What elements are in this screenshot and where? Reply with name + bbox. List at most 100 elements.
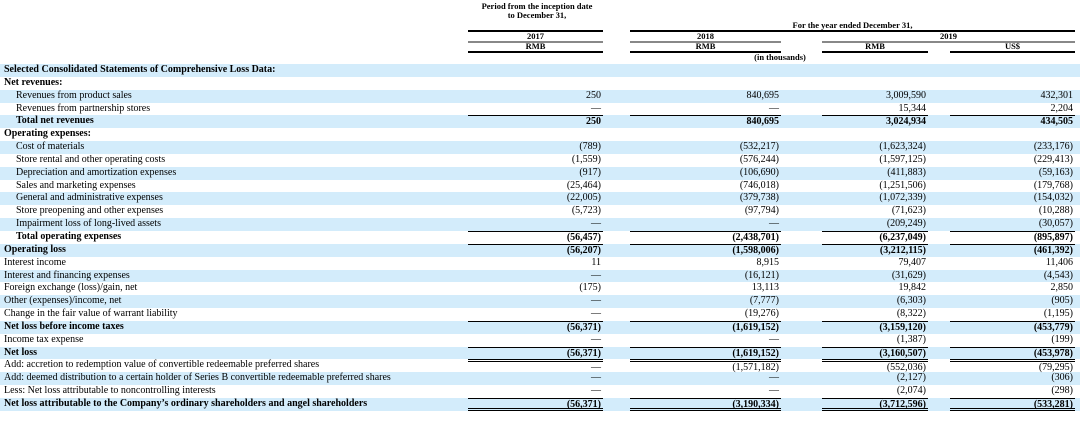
- year-2017: 2017: [527, 31, 544, 41]
- value-cell: (411,883): [887, 166, 926, 178]
- value-cell: (461,392): [950, 243, 1075, 257]
- value-cell: [822, 77, 928, 90]
- value-cell: (16,121): [744, 269, 779, 281]
- value-cell: —: [591, 372, 601, 384]
- row-label: Income tax expense: [4, 333, 84, 345]
- value-cell: (532,217): [739, 141, 779, 153]
- value-cell: (22,005): [566, 192, 601, 204]
- value-cell: (79,295): [950, 359, 1075, 373]
- table-row: Net loss before income taxes (56,371) (1,6…: [0, 320, 1080, 334]
- row-label: Selected Consolidated Statements of Comp…: [4, 64, 276, 75]
- value-cell: —: [769, 102, 779, 114]
- value-cell: (2,074): [896, 385, 926, 397]
- currency-2017: RMB: [525, 41, 546, 51]
- table-row: Selected Consolidated Statements of Comp…: [0, 64, 1080, 77]
- table-row: Cost of materials (789) (532,217) (1,623,32…: [0, 141, 1080, 154]
- value-cell: (7,777): [749, 295, 779, 307]
- value-cell: (5,723): [571, 205, 601, 217]
- table-row: Net revenues:: [0, 77, 1080, 90]
- row-label: Total operating expenses: [16, 230, 122, 242]
- value-cell: (3,212,115): [822, 243, 928, 257]
- value-cell: —: [468, 359, 603, 373]
- value-cell: 2,204: [1050, 102, 1074, 114]
- table-row: Revenues from partnership stores — — 15,344…: [0, 103, 1080, 116]
- value-cell: 11,406: [1045, 256, 1073, 268]
- value-cell: (1,571,182): [630, 359, 781, 373]
- row-label: Net loss: [4, 346, 38, 358]
- row-label: Revenues from partnership stores: [16, 102, 151, 114]
- value-cell: —: [769, 372, 779, 384]
- table-row: Foreign exchange (loss)/gain, net (175) 13…: [0, 282, 1080, 295]
- value-cell: —: [769, 333, 779, 345]
- value-cell: (106,690): [739, 166, 779, 178]
- currency-2019-rmb: RMB: [865, 41, 885, 51]
- value-cell: 8,915: [756, 256, 780, 268]
- row-label: Add: accretion to redemption value of co…: [4, 359, 320, 371]
- currency-2019-usd: US$: [1004, 41, 1021, 51]
- row-label: Operating loss: [4, 243, 66, 255]
- row-label: Cost of materials: [16, 141, 85, 153]
- value-cell: (1,598,006): [630, 243, 781, 257]
- value-cell: (3,159,120): [822, 320, 928, 334]
- table-row: Sales and marketing expenses (25,464) (746…: [0, 180, 1080, 193]
- value-cell: [950, 77, 1075, 90]
- value-cell: (154,032): [1033, 192, 1073, 204]
- value-cell: (2,127): [896, 372, 926, 384]
- value-cell: —: [769, 218, 779, 230]
- value-cell: 3,024,934: [822, 115, 928, 128]
- row-label: Sales and marketing expenses: [16, 179, 136, 191]
- value-cell: (10,288): [1038, 205, 1073, 217]
- value-cell: (1,559): [571, 153, 601, 165]
- value-cell: (31,629): [891, 269, 926, 281]
- value-cell: (453,978): [950, 346, 1075, 360]
- value-cell: 434,505: [950, 115, 1075, 128]
- value-cell: (1,597,125): [879, 153, 926, 165]
- table-row: Depreciation and amortization expenses (9…: [0, 166, 1080, 180]
- year-ended-header: For the year ended December 31,: [792, 20, 913, 30]
- value-cell: (233,176): [1033, 141, 1073, 153]
- value-cell: 15,344: [898, 102, 927, 114]
- row-label: General and administrative expenses: [16, 192, 163, 204]
- value-cell: (3,190,334): [630, 397, 781, 411]
- value-cell: (917): [579, 166, 601, 178]
- value-cell: 840,695: [746, 89, 780, 101]
- row-label: Interest income: [4, 256, 66, 268]
- row-label: Other (expenses)/income, net: [4, 295, 122, 307]
- value-cell: (3,712,596): [822, 397, 928, 411]
- value-cell: (895,897): [950, 230, 1075, 244]
- table-row: Less: Net loss attributable to noncontro…: [0, 385, 1080, 398]
- value-cell: [950, 128, 1075, 141]
- value-cell: (789): [579, 141, 601, 153]
- table-row: Impairment loss of long-lived assets — — (2…: [0, 218, 1080, 231]
- table-row: Interest income 11 8,915 79,407 11,406: [0, 257, 1080, 270]
- value-cell: (1,072,339): [879, 192, 926, 204]
- table-row: Store rental and other operating costs (1…: [0, 154, 1080, 167]
- value-cell: [468, 77, 603, 90]
- row-label: Add: deemed distribution to a certain ho…: [4, 372, 391, 384]
- value-cell: (179,768): [1033, 179, 1073, 191]
- value-cell: (209,249): [886, 218, 926, 230]
- value-cell: (175): [579, 282, 601, 294]
- value-cell: [468, 128, 603, 141]
- value-cell: 250: [586, 89, 601, 101]
- row-label: Foreign exchange (loss)/gain, net: [4, 282, 138, 294]
- row-label: Store rental and other operating costs: [16, 153, 166, 165]
- financial-table: Selected Consolidated Statements of Comp…: [0, 64, 1080, 411]
- table-row: Income tax expense — — (1,387) (199): [0, 334, 1080, 347]
- value-cell: (453,779): [950, 320, 1075, 334]
- value-cell: (552,036): [822, 359, 928, 373]
- value-cell: (56,371): [468, 397, 603, 411]
- value-cell: (59,163): [1038, 166, 1073, 178]
- value-cell: (97,794): [744, 205, 779, 217]
- value-cell: —: [591, 295, 601, 307]
- value-cell: (1,619,152): [630, 346, 781, 360]
- row-label: Store preopening and other expenses: [16, 205, 164, 217]
- value-cell: —: [769, 385, 779, 397]
- value-cell: (746,018): [739, 179, 779, 191]
- value-cell: —: [591, 218, 601, 230]
- table-row: Total net revenues 250 840,695 3,024,934 434…: [0, 115, 1080, 129]
- table-row: Operating expenses:: [0, 128, 1080, 141]
- value-cell: (19,276): [744, 308, 779, 320]
- value-cell: 3,009,590: [886, 89, 926, 101]
- value-cell: (56,457): [468, 230, 603, 244]
